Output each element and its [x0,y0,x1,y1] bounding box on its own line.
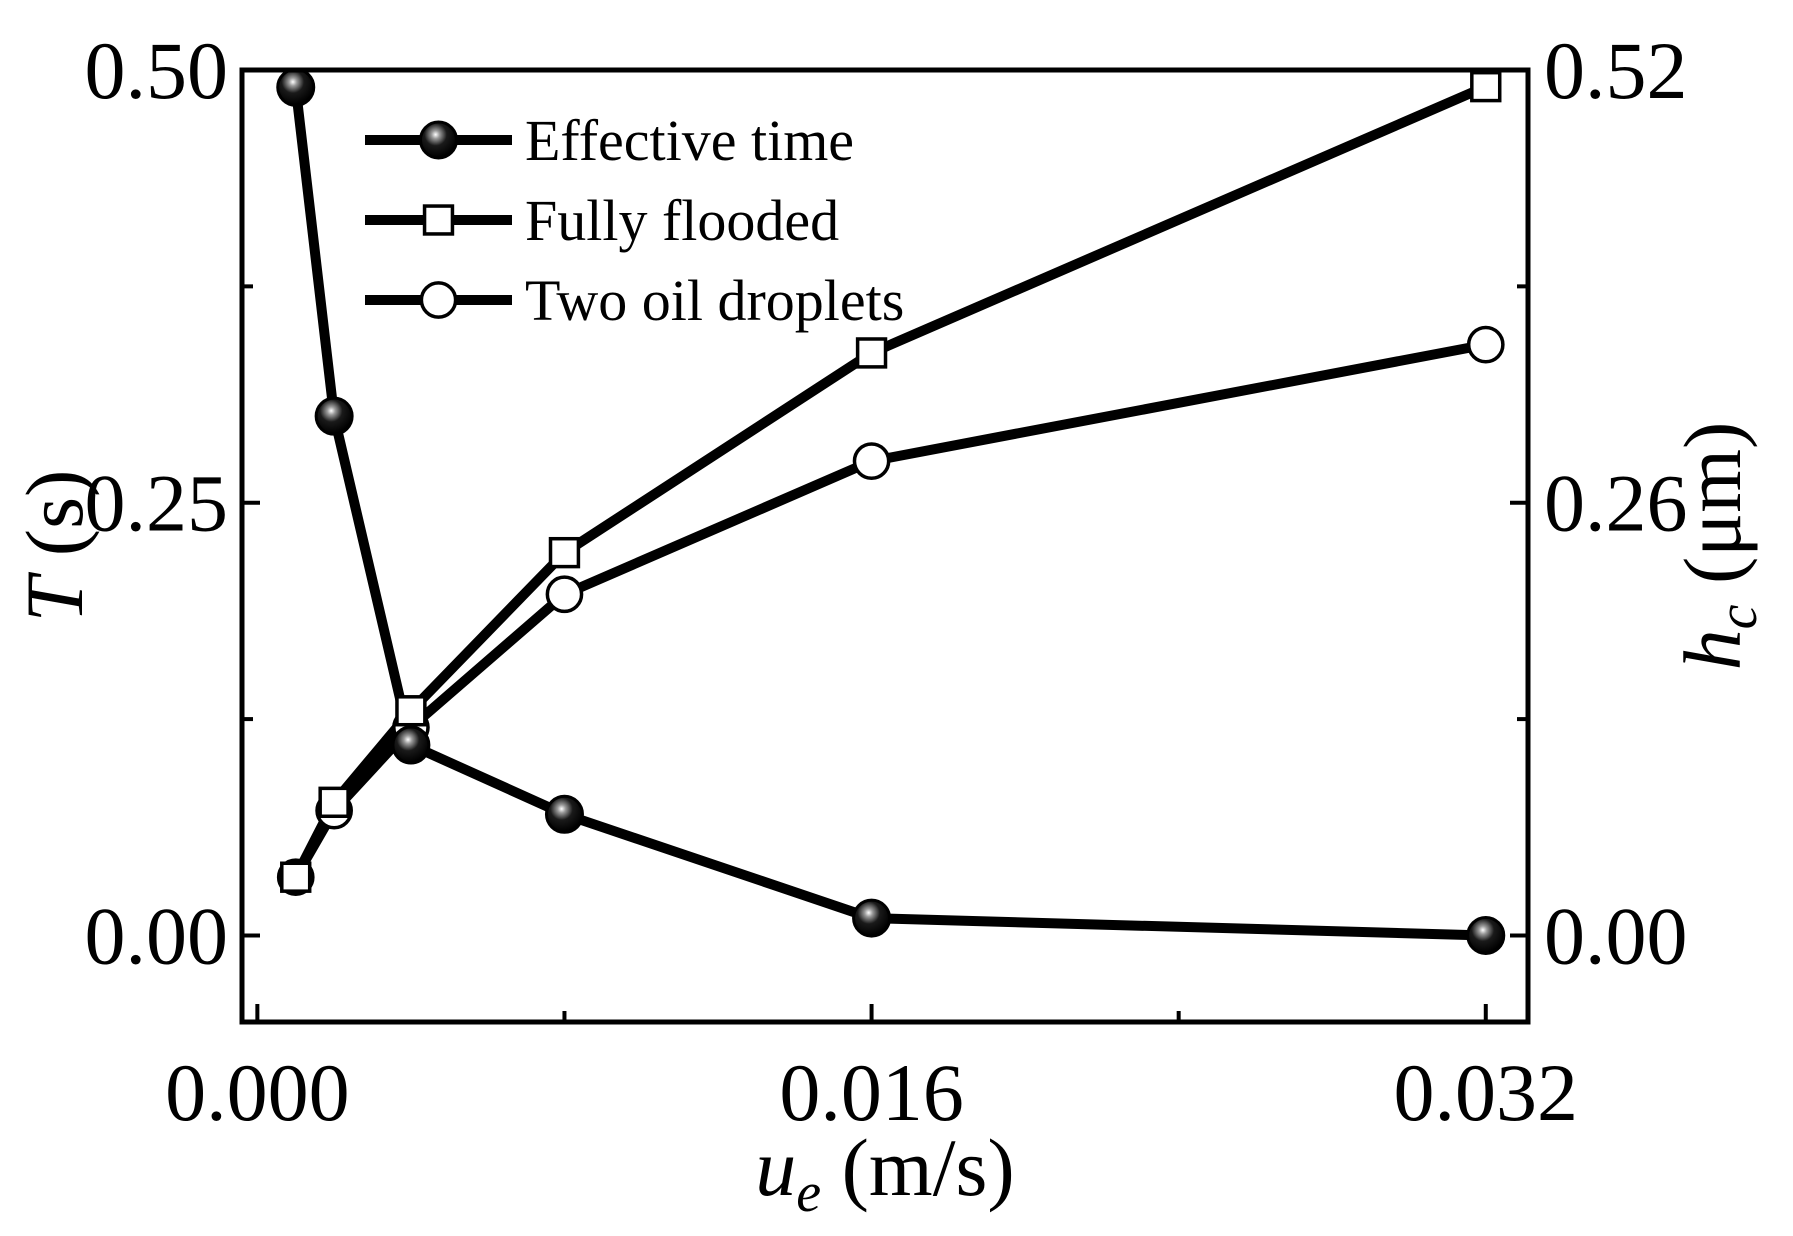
data-point-effective-time [276,67,316,107]
y-right-tick-label: 0.52 [1544,25,1688,116]
series-line-fully-flooded [291,82,1488,880]
data-point-two-oil-droplets [852,442,891,480]
y-left-tick-label: 0.25 [85,458,229,549]
y-right-tick-label: 0.26 [1544,458,1688,549]
series-line-effective-time [290,86,1486,941]
y-left-axis-title: T (s) [9,470,100,623]
data-point-fully-flooded [280,861,312,893]
data-point-fully-flooded [548,536,581,569]
y-right-tick-label: 0.00 [1544,890,1688,981]
legend-label-two-oil-droplets: Two oil droplets [525,268,904,333]
legend-label-fully-flooded: Fully flooded [525,188,839,253]
plot-frame [239,67,1531,1025]
data-point-two-oil-droplets [545,575,584,614]
data-point-two-oil-droplets [1466,325,1505,364]
legend-label-effective-time: Effective time [525,108,854,173]
legend-marker-effective-time [419,120,458,160]
data-point-effective-time [852,898,892,938]
x-axis-title: ue (m/s) [755,1122,1014,1224]
series-line-two-oil-droplets [291,339,1487,880]
data-point-effective-time [391,725,431,765]
legend-marker-two-oil-droplets [419,281,458,319]
legend-marker-fully-flooded [422,204,455,236]
data-point-effective-time [544,794,584,834]
y-right-axis-title: hc (μm) [1667,422,1769,671]
y-left-tick-label: 0.50 [85,25,229,116]
data-point-effective-time [1466,915,1506,955]
data-point-fully-flooded [395,695,427,727]
y-left-tick-label: 0.00 [85,890,229,981]
data-point-fully-flooded [318,786,350,819]
x-tick-label: 0.000 [165,1047,350,1138]
x-tick-label: 0.032 [1394,1047,1579,1138]
data-point-fully-flooded [855,337,888,369]
data-point-effective-time [314,396,354,436]
data-point-fully-flooded [1470,70,1502,103]
x-tick-label: 0.016 [779,1047,964,1138]
